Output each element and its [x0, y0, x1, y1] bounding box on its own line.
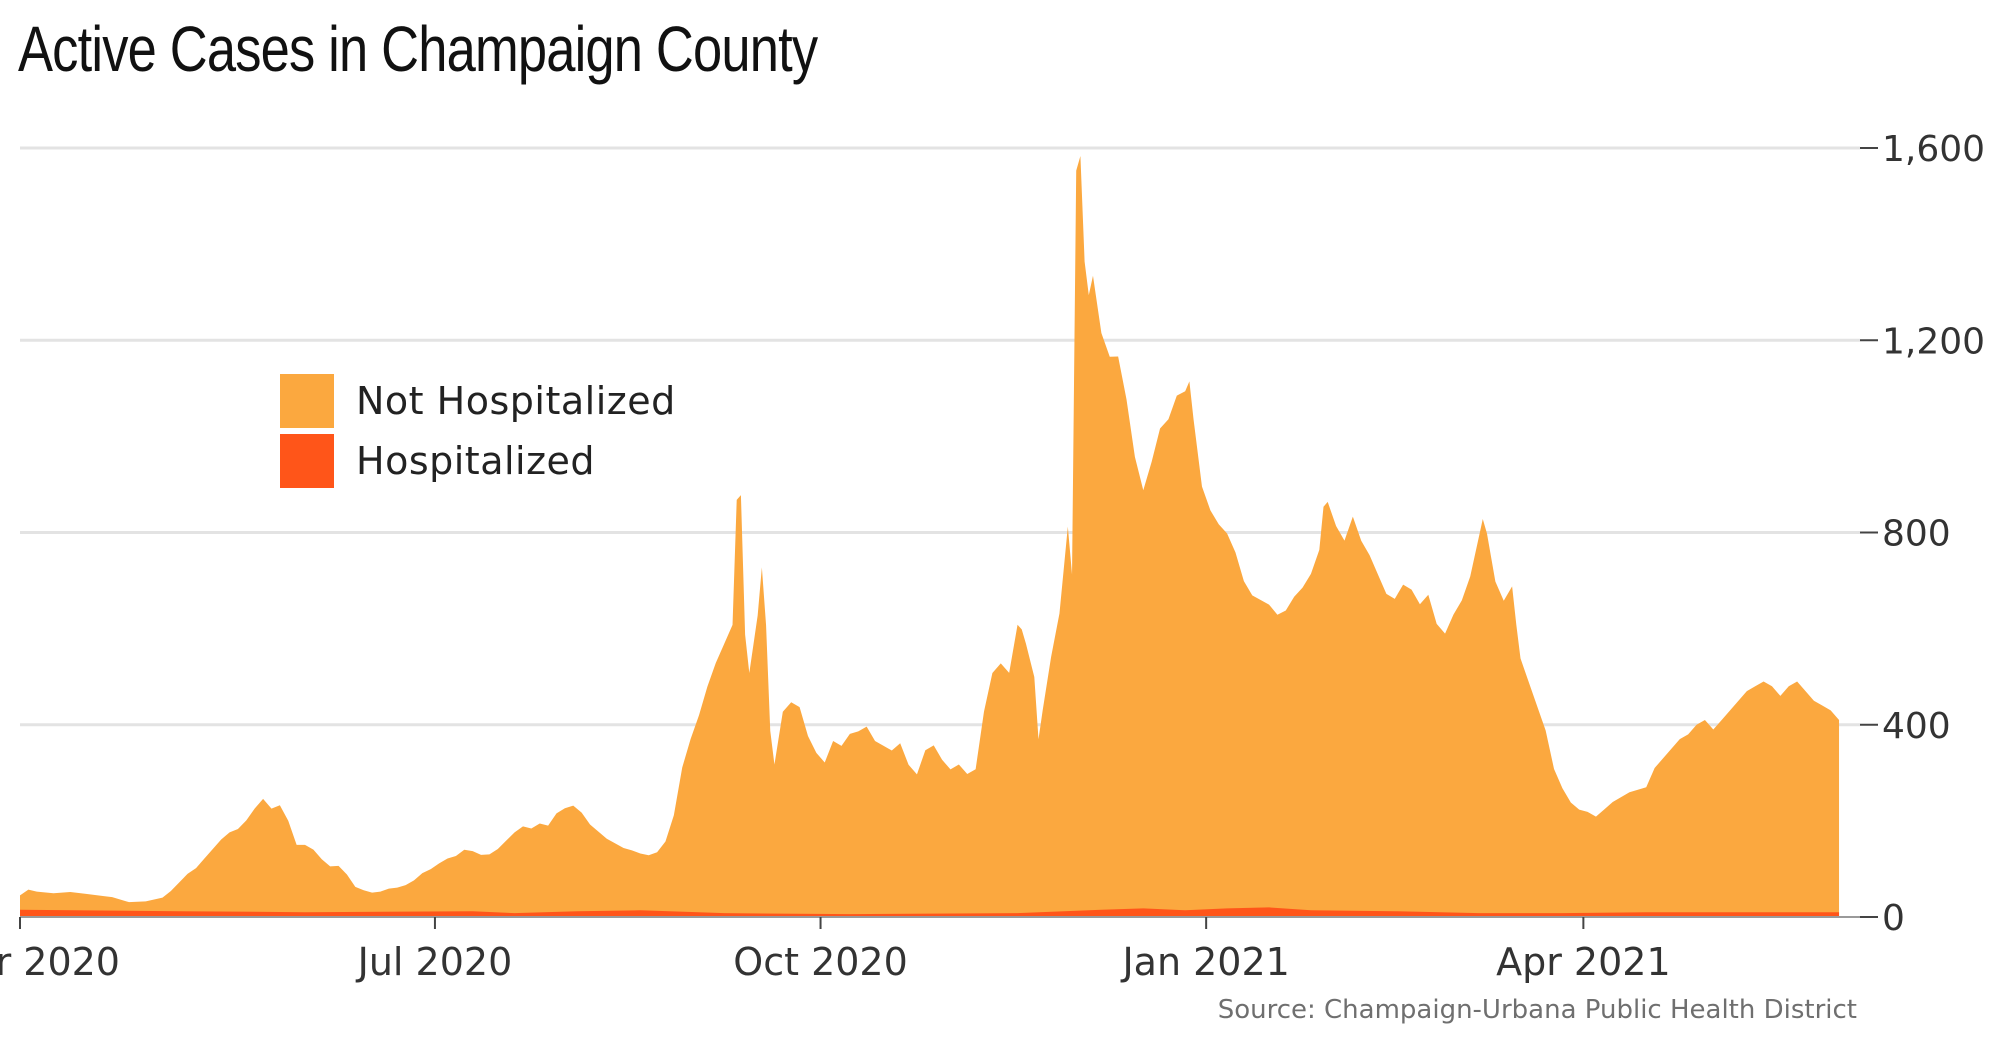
ytick-label-1200: 1,200 [1882, 321, 1985, 362]
xtick-label-3: Jan 2021 [1120, 940, 1289, 984]
area-not-hospitalized [20, 156, 1840, 917]
ytick-label-1600: 1,600 [1882, 129, 1985, 170]
legend-swatch-hospitalized [280, 434, 334, 488]
ytick-label-0: 0 [1882, 898, 1905, 939]
legend-item-hospitalized: Hospitalized [280, 432, 676, 490]
xtick-label-4: Apr 2021 [1496, 940, 1671, 984]
gridlines [20, 146, 1860, 727]
xtick-label-0: r 2020 [0, 940, 120, 984]
ytick-label-400: 400 [1882, 706, 1951, 747]
legend-item-not-hospitalized: Not Hospitalized [280, 372, 676, 430]
legend-label-hospitalized: Hospitalized [356, 439, 596, 483]
xtick-label-1: Jul 2020 [356, 940, 513, 984]
legend-swatch-not-hospitalized [280, 374, 334, 428]
legend-label-not-hospitalized: Not Hospitalized [356, 379, 676, 423]
ytick-label-800: 800 [1882, 514, 1951, 555]
xtick-label-2: Oct 2020 [733, 940, 908, 984]
area-hospitalized [20, 907, 1840, 917]
legend: Not Hospitalized Hospitalized [280, 372, 676, 492]
source-note: Source: Champaign-Urbana Public Health D… [1217, 995, 1857, 1025]
area-series [20, 156, 1840, 917]
axes: 0 400 800 1,200 1,600 r 2020 Jul 2020 Oct 2020 J… [0, 129, 1985, 984]
chart-title: Active Cases in Champaign County [18, 13, 818, 85]
